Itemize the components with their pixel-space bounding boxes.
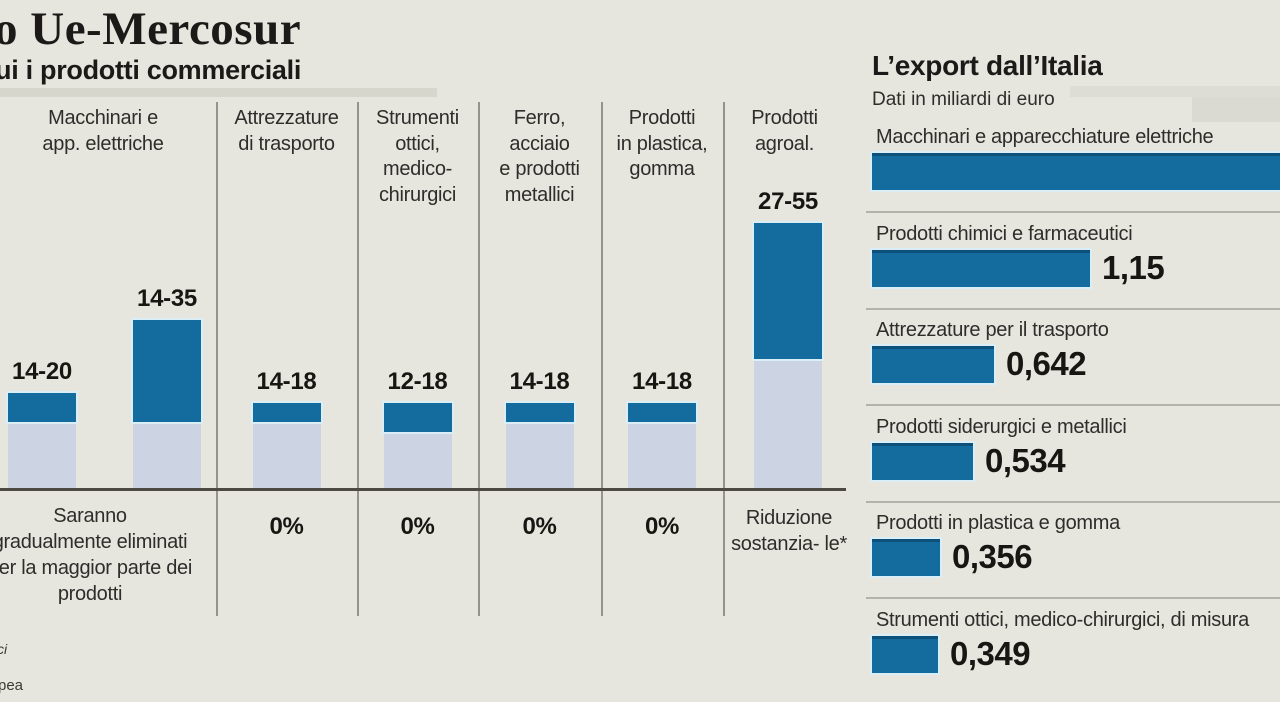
tariff-bar-min-segment <box>628 422 696 490</box>
column-divider <box>723 102 725 616</box>
outcome-label: 0% <box>644 513 680 540</box>
export-category-label: Prodotti in plastica e gomma <box>876 512 1120 534</box>
tariff-bar-min-segment <box>8 422 76 490</box>
outcome-label: 0% <box>269 513 304 540</box>
row-divider <box>866 597 1280 599</box>
export-value-bar <box>872 442 973 480</box>
export-category-label: Strumenti ottici, medico-chirurgici, di … <box>876 608 1249 631</box>
export-value-label: 0,642 <box>1006 345 1087 382</box>
decorative-strip-left <box>0 88 437 97</box>
tariff-bar-range-segment <box>133 320 201 423</box>
export-category-label: Macchinari e apparecchiature elettriche <box>876 126 1214 148</box>
tariff-range-label: 14-20 <box>12 358 72 385</box>
category-label: Prodotti agroal. <box>751 107 818 155</box>
column-divider <box>601 102 603 616</box>
export-category-label: Attrezzature per il trasporto <box>876 319 1109 341</box>
category-label: Macchinari e app. elettriche <box>42 107 164 155</box>
decorative-strip-topright <box>1070 86 1280 97</box>
column-divider <box>216 102 218 616</box>
export-panel-subtitle: Dati in miliardi di euro <box>872 89 1055 110</box>
category-label: Strumenti ottici, medico- chirurgici <box>376 107 459 206</box>
tariff-bar-range-segment <box>754 223 822 360</box>
category-label: Prodotti in plastica, gomma <box>616 107 708 180</box>
export-value-label: 0,349 <box>950 634 1031 672</box>
column-divider <box>357 102 359 616</box>
category-label: Attrezzature di trasporto <box>234 107 339 155</box>
category-label: Ferro, acciaio e prodotti metallici <box>499 107 580 206</box>
tariff-range-label: 27-55 <box>758 188 818 216</box>
footnote-fragment-2: pea <box>0 677 24 694</box>
x-axis-line <box>0 488 846 491</box>
export-value-bar <box>872 635 938 673</box>
export-value-label: 0,356 <box>952 538 1033 575</box>
tariff-chart-title: ui i prodotti commerciali <box>0 55 302 85</box>
row-divider <box>866 211 1280 213</box>
row-divider <box>866 500 1280 503</box>
tariff-bar-range-segment <box>505 402 574 423</box>
tariff-range-label: 14-18 <box>632 367 692 395</box>
export-value-bar <box>872 539 940 576</box>
tariff-bar-range-segment <box>252 402 321 423</box>
tariff-bar-range-segment <box>628 402 696 423</box>
tariff-bar-range-segment <box>383 402 452 432</box>
export-value-bar <box>872 346 994 383</box>
export-category-label: Prodotti chimici e farmaceutici <box>876 222 1133 245</box>
outcome-label: 0% <box>522 513 557 540</box>
tariff-bar-min-segment <box>754 359 822 490</box>
column-divider <box>478 102 480 616</box>
outcome-label: 0% <box>400 513 435 540</box>
tariff-bar-min-segment <box>252 422 321 490</box>
decorative-patch-topright <box>1192 97 1280 122</box>
tariff-bar-min-segment <box>383 431 452 490</box>
export-panel-title: L’export dall’Italia <box>872 50 1103 81</box>
footnote-fragment-1: ci <box>0 641 8 657</box>
tariff-range-label: 14-18 <box>509 367 570 395</box>
tariff-range-label: 12-18 <box>387 367 448 395</box>
export-category-label: Prodotti siderurgici e metallici <box>876 415 1127 438</box>
tariff-bar-min-segment <box>505 422 574 490</box>
export-value-bar <box>872 249 1090 287</box>
row-divider <box>866 307 1280 310</box>
page-title: o Ue-Mercosur <box>0 3 302 55</box>
export-value-label: 0,534 <box>985 441 1066 479</box>
tariff-bar-range-segment <box>8 393 76 423</box>
tariff-range-label: 14-35 <box>137 285 197 313</box>
tariff-bar-min-segment <box>133 422 201 490</box>
outcome-label: Saranno gradualmente eliminati per la ma… <box>0 505 193 605</box>
row-divider <box>866 404 1280 406</box>
export-value-bar <box>872 153 1280 190</box>
export-value-label: 1,15 <box>1102 248 1165 286</box>
outcome-label: Riduzione sostanzia- le* <box>731 507 847 555</box>
tariff-range-label: 14-18 <box>256 367 317 395</box>
